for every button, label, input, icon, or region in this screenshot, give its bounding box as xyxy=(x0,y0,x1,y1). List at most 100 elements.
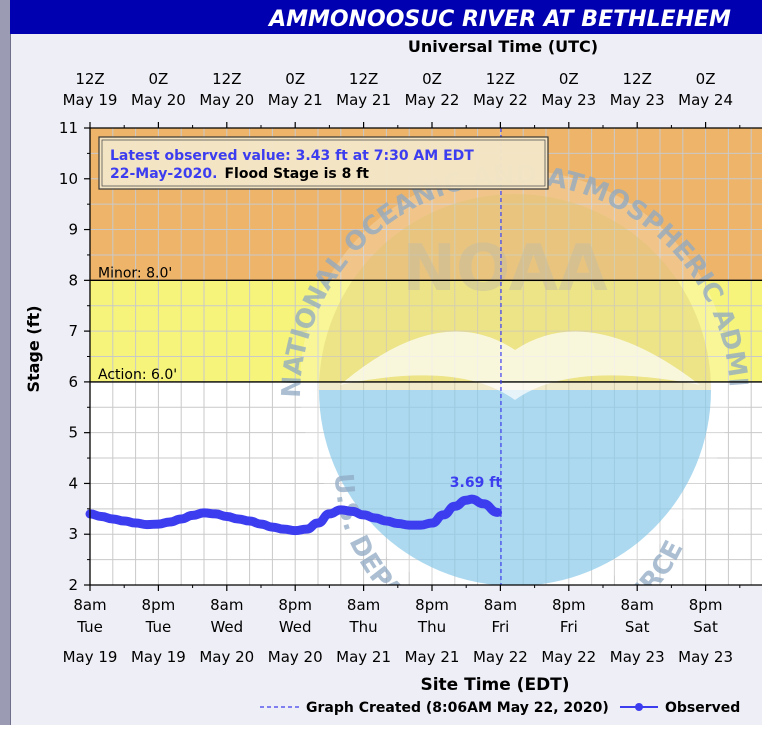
bottom-axis-ticks: 8am Tue May 19 8pm Tue May 19 8am Wed May 20 8pm W… xyxy=(63,585,741,666)
top-tick-time: 0Z xyxy=(148,70,168,88)
top-tick-time: 12Z xyxy=(212,70,241,88)
observed-point xyxy=(177,514,186,524)
observed-point xyxy=(467,494,477,504)
watermark-center-text: NOAA xyxy=(402,232,608,306)
latest-value-date: 22-May-2020. xyxy=(110,166,217,182)
top-tick-time: 12Z xyxy=(623,70,652,88)
observed-point xyxy=(131,518,140,528)
y-tick-label: 10 xyxy=(59,170,78,188)
bottom-tick-day: Fri xyxy=(560,618,578,636)
observed-point xyxy=(427,518,437,528)
bottom-tick-time: 8am xyxy=(210,596,243,614)
bottom-tick-day: Tue xyxy=(76,618,103,636)
bottom-tick-date: May 22 xyxy=(473,648,528,666)
bottom-tick-date: May 20 xyxy=(268,648,323,666)
bottom-tick-time: 8pm xyxy=(278,596,312,614)
top-axis-ticks: 12Z May 19 0Z May 20 12Z May 20 0Z May 21 12Z May… xyxy=(63,70,741,128)
bottom-tick-time: 8am xyxy=(73,596,106,614)
observed-point xyxy=(154,519,163,529)
left-border xyxy=(0,0,11,725)
observed-point xyxy=(439,510,448,520)
bottom-tick-time: 8pm xyxy=(142,596,176,614)
observed-point xyxy=(97,512,106,521)
observed-point xyxy=(222,512,231,521)
top-tick-date: May 19 xyxy=(63,91,118,109)
observed-point xyxy=(165,517,174,527)
top-tick-time: 0Z xyxy=(559,70,579,88)
chart-container: AMMONOOSUC RIVER AT BETHLEHEM Universal … xyxy=(10,0,762,725)
annotations: 3.69 ft xyxy=(450,475,503,491)
bottom-tick-date: May 23 xyxy=(678,648,733,666)
bottom-tick-time: 8am xyxy=(484,596,517,614)
top-tick-time: 12Z xyxy=(486,70,515,88)
legend-observed-label: Observed xyxy=(665,700,740,716)
legend: Graph Created (8:06AM May 22, 2020) Obse… xyxy=(260,700,740,716)
observed-point xyxy=(188,511,197,520)
top-tick-date: May 20 xyxy=(131,91,186,109)
y-tick-label: 3 xyxy=(68,525,78,543)
latest-value-line2: 22-May-2020. Flood Stage is 8 ft xyxy=(110,166,369,182)
threshold-label: Minor: 8.0' xyxy=(98,265,172,281)
legend-observed-marker xyxy=(635,703,643,711)
title-bar xyxy=(10,0,762,34)
observed-point xyxy=(279,524,288,534)
observed-point xyxy=(256,519,266,529)
y-tick-label: 2 xyxy=(68,576,78,594)
observed-point xyxy=(313,518,323,528)
y-tick-label: 7 xyxy=(68,322,78,340)
y-tick-label: 8 xyxy=(68,271,78,289)
latest-value-box: Latest observed value: 3.43 ft at 7:30 A… xyxy=(98,136,549,190)
observed-point xyxy=(479,499,488,508)
observed-point xyxy=(359,510,368,520)
bottom-tick-time: 8pm xyxy=(689,596,723,614)
bottom-tick-day: Sat xyxy=(693,618,718,636)
y-tick-label: 4 xyxy=(68,474,78,492)
top-tick-time: 12Z xyxy=(75,70,104,88)
top-tick-date: May 23 xyxy=(610,91,665,109)
observed-point xyxy=(450,502,459,511)
bottom-tick-day: Tue xyxy=(145,618,172,636)
top-axis-label: Universal Time (UTC) xyxy=(408,37,598,56)
bottom-tick-day: Fri xyxy=(491,618,509,636)
observed-point xyxy=(416,520,425,530)
top-tick-date: May 21 xyxy=(268,91,323,109)
observed-point xyxy=(336,505,345,515)
y-axis-ticks: 2 3 4 5 6 7 8 9 10 11 xyxy=(59,119,90,594)
bottom-tick-date: May 19 xyxy=(131,648,186,666)
bottom-tick-date: May 23 xyxy=(610,648,665,666)
top-tick-date: May 21 xyxy=(336,91,391,109)
observed-point xyxy=(393,519,402,528)
observed-point xyxy=(234,514,243,524)
bottom-tick-time: 8am xyxy=(347,596,380,614)
bottom-tick-date: May 20 xyxy=(199,648,254,666)
top-tick-time: 12Z xyxy=(349,70,378,88)
observed-series xyxy=(85,494,503,536)
flood-stage-text: Flood Stage is 8 ft xyxy=(224,166,369,182)
bottom-tick-day: Thu xyxy=(417,618,446,636)
bottom-tick-day: Wed xyxy=(279,618,312,636)
observed-point xyxy=(405,520,414,530)
bottom-tick-day: Thu xyxy=(349,618,378,636)
observed-point xyxy=(211,509,220,519)
y-tick-label: 11 xyxy=(59,119,78,137)
observed-point xyxy=(291,526,300,535)
observed-point xyxy=(370,513,380,523)
peak-annotation: 3.69 ft xyxy=(450,475,503,491)
x-axis-label: Site Time (EDT) xyxy=(420,675,569,695)
threshold-lines: Minor: 8.0' Action: 6.0' xyxy=(90,265,762,383)
top-tick-date: May 24 xyxy=(678,91,733,109)
latest-value-line1: Latest observed value: 3.43 ft at 7:30 A… xyxy=(110,148,474,164)
observed-point xyxy=(493,508,502,517)
bottom-tick-day: Sat xyxy=(625,618,650,636)
observed-point xyxy=(382,516,391,526)
observed-point xyxy=(302,524,311,534)
top-tick-date: May 22 xyxy=(473,91,528,109)
bottom-tick-time: 8pm xyxy=(415,596,449,614)
observed-point xyxy=(108,514,118,524)
observed-point xyxy=(199,508,209,518)
bottom-tick-date: May 19 xyxy=(63,648,118,666)
top-tick-time: 0Z xyxy=(696,70,716,88)
observed-point xyxy=(120,516,129,526)
observed-point xyxy=(348,507,357,516)
